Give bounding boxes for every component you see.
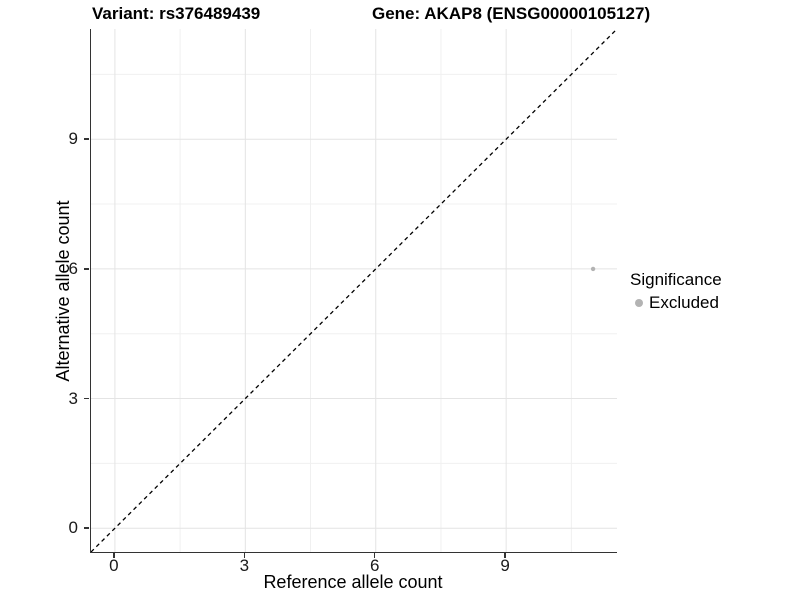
x-tick-mark	[243, 553, 246, 558]
y-tick-mark	[84, 138, 89, 140]
x-tick-mark	[373, 553, 376, 558]
y-tick-mark	[84, 268, 89, 270]
x-tick-mark	[113, 553, 115, 558]
x-tick-label: 3	[239, 556, 250, 575]
variant-title: Variant: rs376489439	[92, 4, 261, 23]
identity-dashed-line	[91, 29, 617, 552]
x-tick-mark	[504, 553, 506, 558]
x-tick-label: 6	[370, 556, 380, 575]
gene-title: Gene: AKAP8 (ENSG00000105127)	[372, 4, 651, 23]
legend: Significance Excluded	[630, 269, 722, 313]
legend-item-label: Excluded	[649, 293, 719, 312]
plot-panel	[90, 29, 617, 553]
y-tick-mark	[84, 527, 89, 529]
x-tick-label: 9	[500, 556, 510, 575]
data-point	[590, 266, 596, 272]
x-axis-title: Reference allele count	[263, 572, 443, 592]
legend-item-excluded: Excluded	[630, 292, 722, 313]
excluded-point-icon	[635, 298, 643, 307]
x-tick-label: 0	[109, 556, 119, 575]
y-tick-mark	[84, 397, 89, 400]
plot-area	[91, 29, 617, 552]
y-tick-label: 0	[68, 518, 78, 538]
y-tick-label: 3	[68, 388, 78, 408]
y-tick-label: 6	[68, 258, 78, 278]
legend-title: Significance	[630, 270, 722, 289]
y-tick-label: 9	[68, 129, 78, 149]
